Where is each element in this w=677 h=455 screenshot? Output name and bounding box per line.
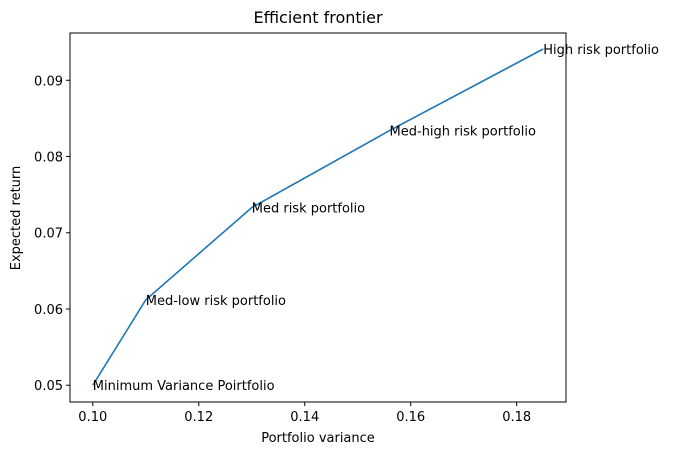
y-tick-label: 0.08	[34, 151, 63, 166]
portfolio-annotation: Med-high risk portfolio	[390, 125, 536, 140]
y-tick-label: 0.06	[34, 303, 63, 318]
portfolio-annotation: Med-low risk portfolio	[146, 294, 286, 309]
portfolio-annotation: Med risk portfolio	[252, 202, 365, 217]
annotation-layer: Minimum Variance Poirtfolio Med-low risk …	[93, 43, 659, 394]
frontier-line	[92, 48, 544, 386]
series-layer	[92, 48, 544, 386]
y-axis-ticks: 0.05 0.06 0.07 0.08 0.09	[34, 74, 70, 394]
y-tick-label: 0.07	[34, 227, 63, 242]
x-tick-label: 0.18	[502, 410, 531, 425]
x-tick-label: 0.10	[78, 410, 107, 425]
x-tick-label: 0.16	[396, 410, 425, 425]
x-tick-label: 0.12	[184, 410, 213, 425]
y-tick-label: 0.05	[34, 379, 63, 394]
chart-title: Efficient frontier	[253, 8, 383, 27]
x-tick-label: 0.14	[290, 410, 319, 425]
x-axis-ticks: 0.10 0.12 0.14 0.16 0.18	[78, 402, 531, 425]
portfolio-annotation: High risk portfolio	[543, 43, 659, 58]
plot-frame	[69, 32, 567, 403]
x-axis-label: Portfolio variance	[261, 431, 375, 446]
portfolio-annotation: Minimum Variance Poirtfolio	[93, 379, 275, 394]
y-tick-label: 0.09	[34, 74, 63, 89]
y-axis-label: Expected return	[9, 166, 24, 271]
